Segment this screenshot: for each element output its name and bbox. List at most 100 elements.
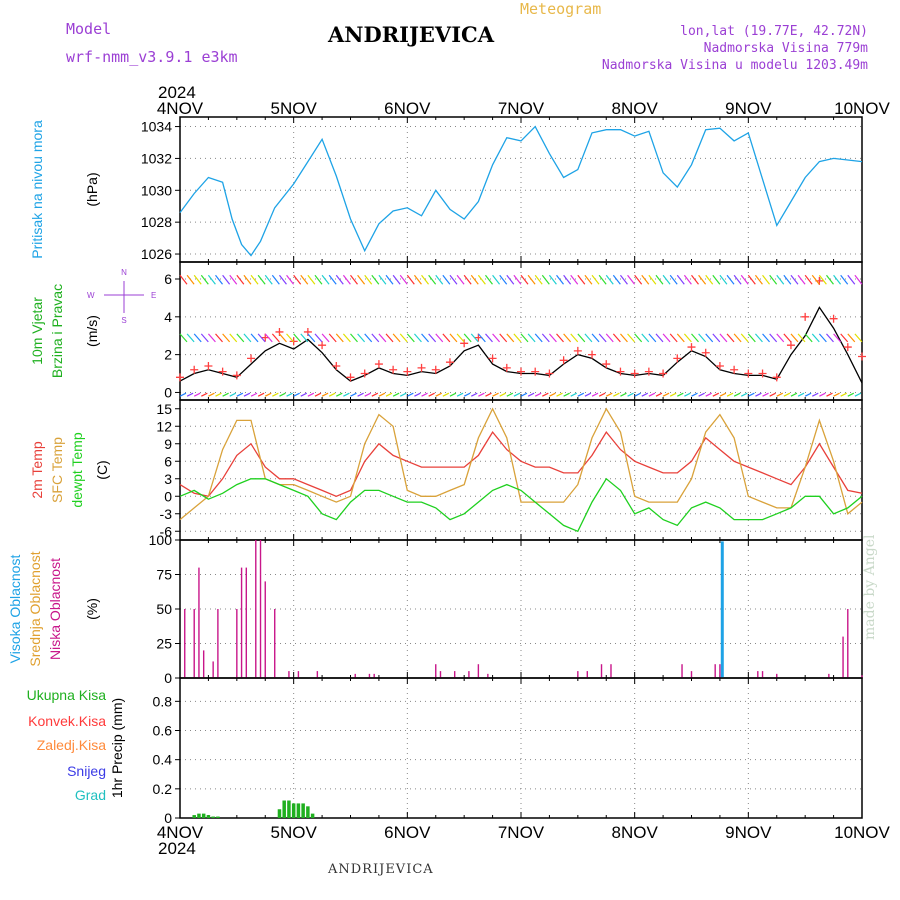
bar-niska-oblacnost xyxy=(184,609,186,678)
wind-barb xyxy=(620,333,628,343)
watermark: made by Angel xyxy=(862,534,878,641)
wind-barb xyxy=(385,274,394,285)
wind-barb xyxy=(762,333,770,343)
y-tick-label: 1034 xyxy=(141,119,172,135)
wind-barb xyxy=(854,274,863,285)
wind-barb xyxy=(620,392,627,397)
bar-niska-oblacnost xyxy=(681,664,683,678)
bar-ukupna-kisa xyxy=(296,803,301,818)
wind-barb xyxy=(712,274,721,285)
wind-barb xyxy=(456,274,465,285)
bar-ukupna-kisa xyxy=(211,816,215,818)
wind-barb xyxy=(812,392,819,397)
wind-barb xyxy=(407,392,414,397)
wind-barb xyxy=(797,392,805,397)
wind-barb xyxy=(691,333,699,343)
wind-barb xyxy=(300,274,309,285)
bar-niska-oblacnost xyxy=(690,671,693,678)
wind-barb xyxy=(513,392,521,397)
wind-barb xyxy=(612,274,621,285)
wind-barb xyxy=(605,274,614,285)
gust-marker xyxy=(801,312,810,321)
wind-barb xyxy=(300,333,309,343)
wind-barb xyxy=(627,274,636,285)
gust-marker xyxy=(403,367,412,376)
wind-barb xyxy=(705,333,714,343)
wind-barb xyxy=(207,274,216,285)
wind-barb xyxy=(541,333,550,343)
gust-marker xyxy=(630,369,639,378)
ylabel-unit-wind: (m/s) xyxy=(84,315,100,347)
y-tick-label: 1028 xyxy=(141,214,172,230)
x-bottom-tick-label: 8NOV xyxy=(612,823,659,842)
wind-barb xyxy=(847,392,855,397)
x-bottom-tick-label: 10NOV xyxy=(834,823,890,842)
wind-barb xyxy=(399,392,407,397)
wind-barb xyxy=(826,392,833,397)
wind-barb xyxy=(733,333,742,343)
compass-n: N xyxy=(121,268,127,277)
y-tick-label: 12 xyxy=(156,418,172,434)
bar-ukupna-kisa xyxy=(216,816,220,818)
wind-barb xyxy=(186,274,195,285)
gust-marker xyxy=(374,360,383,369)
wind-barb xyxy=(584,333,593,343)
ylabel-wind-sub: Brzina i Pravac xyxy=(49,284,65,378)
wind-barb xyxy=(726,392,734,397)
wind-barb xyxy=(534,333,543,343)
bar-niska-oblacnost xyxy=(714,664,716,678)
wind-barb xyxy=(676,274,685,285)
bar-niska-oblacnost xyxy=(842,636,844,678)
wind-barb xyxy=(833,392,840,397)
wind-barb xyxy=(577,333,586,343)
wind-barb xyxy=(243,274,252,285)
wind-barb xyxy=(414,392,421,397)
wind-barb xyxy=(485,333,493,343)
wind-barb xyxy=(328,274,337,285)
gust-marker xyxy=(758,369,767,378)
wind-barb xyxy=(733,274,742,285)
wind-barb xyxy=(229,333,238,343)
bar-niska-oblacnost xyxy=(217,609,219,678)
y-tick-label: -3 xyxy=(160,506,173,522)
wind-barb xyxy=(818,274,827,285)
x-top-tick-label: 9NOV xyxy=(725,99,772,118)
wind-barb xyxy=(314,274,323,285)
wind-barb xyxy=(634,392,641,397)
wind-barb xyxy=(371,333,380,343)
wind-barb xyxy=(826,274,834,285)
gust-marker xyxy=(772,373,781,382)
wind-barb xyxy=(364,274,373,285)
gust-marker xyxy=(517,367,525,376)
wind-barb xyxy=(321,392,329,397)
wind-barb xyxy=(748,392,755,397)
y-tick-label: 25 xyxy=(156,636,172,652)
bar-niska-oblacnost xyxy=(368,673,371,678)
wind-barb xyxy=(442,274,451,285)
wind-barb xyxy=(584,274,593,285)
wind-barb xyxy=(648,274,657,285)
wind-barb xyxy=(428,333,437,343)
wind-barb xyxy=(200,333,209,343)
wind-barb xyxy=(179,274,188,285)
wind-barb xyxy=(769,274,778,285)
compass-e: E xyxy=(151,291,156,300)
wind-barb xyxy=(655,274,664,285)
wind-barb xyxy=(726,333,735,343)
wind-barb xyxy=(570,274,579,285)
x-top-tick-label: 8NOV xyxy=(612,99,659,118)
y-tick-label: 4 xyxy=(164,309,172,325)
bar-niska-oblacnost xyxy=(828,673,830,678)
wind-barb xyxy=(747,333,756,343)
wind-barb xyxy=(193,333,202,343)
wind-barb xyxy=(243,333,252,343)
bar-ukupna-kisa xyxy=(291,803,296,818)
gust-marker xyxy=(346,373,355,382)
wind-barb xyxy=(804,392,812,397)
wind-barb xyxy=(648,392,656,397)
bar-ukupna-kisa xyxy=(206,815,211,818)
wind-barb xyxy=(577,392,585,397)
bar-niska-oblacnost xyxy=(453,671,456,678)
bar-niska-oblacnost xyxy=(193,609,195,678)
wind-barb xyxy=(342,274,351,285)
